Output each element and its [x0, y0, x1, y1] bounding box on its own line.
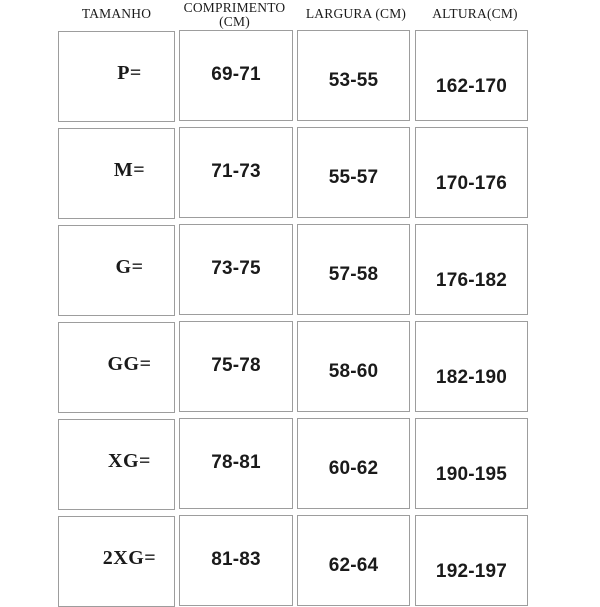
measurement-value-largura: 55-57	[328, 167, 379, 188]
measurement-cell-comprimento: 81-83	[179, 515, 293, 606]
size-label-text: XG=	[108, 450, 151, 472]
size-label-cell: M=	[58, 128, 175, 219]
measurement-value-comprimento: 75-78	[211, 355, 261, 376]
measurement-value-largura: 62-64	[328, 555, 379, 576]
size-label-text: G=	[115, 256, 144, 278]
size-label-text: 2XG=	[102, 547, 157, 569]
column-header-altura: ALTURA(CM)	[432, 6, 518, 21]
measurement-cell-comprimento: 71-73	[179, 127, 293, 218]
measurement-value-comprimento: 73-75	[211, 258, 261, 279]
measurement-cell-altura: 192-197	[415, 515, 528, 606]
measurement-value-altura: 190-195	[435, 464, 508, 485]
measurement-cell-altura: 176-182	[415, 224, 528, 315]
measurement-value-largura: 57-58	[328, 264, 379, 285]
size-label-text: P=	[117, 62, 142, 84]
measurement-cell-comprimento: 69-71	[179, 30, 293, 121]
size-label-text: GG=	[107, 353, 152, 375]
measurement-value-comprimento: 81-83	[211, 549, 261, 570]
size-label-cell: 2XG=	[58, 516, 175, 607]
size-label-text: M=	[113, 159, 146, 181]
column-header-comprimento: COMPRIMENTO (CM)	[183, 0, 286, 29]
size-label-cell: XG=	[58, 419, 175, 510]
measurement-cell-largura: 55-57	[297, 127, 410, 218]
measurement-value-altura: 176-182	[435, 270, 508, 291]
measurement-value-largura: 53-55	[328, 70, 379, 91]
measurement-cell-largura: 58-60	[297, 321, 410, 412]
measurement-value-comprimento: 69-71	[211, 64, 261, 85]
measurement-cell-altura: 182-190	[415, 321, 528, 412]
measurement-value-altura: 182-190	[435, 367, 508, 388]
measurement-cell-altura: 162-170	[415, 30, 528, 121]
measurement-value-comprimento: 71-73	[211, 161, 261, 182]
measurement-value-largura: 58-60	[328, 361, 379, 382]
measurement-value-altura: 192-197	[435, 561, 508, 582]
measurement-cell-largura: 62-64	[297, 515, 410, 606]
measurement-value-altura: 170-176	[435, 173, 508, 194]
measurement-cell-comprimento: 78-81	[179, 418, 293, 509]
measurement-cell-altura: 190-195	[415, 418, 528, 509]
column-header-tamanho: TAMANHO	[81, 6, 152, 21]
measurement-cell-largura: 60-62	[297, 418, 410, 509]
measurement-cell-largura: 57-58	[297, 224, 410, 315]
column-header-largura: LARGURA (CM)	[305, 6, 407, 21]
size-label-cell: P=	[58, 31, 175, 122]
measurement-value-altura: 162-170	[435, 76, 508, 97]
measurement-value-largura: 60-62	[328, 458, 379, 479]
size-label-cell: G=	[58, 225, 175, 316]
measurement-cell-largura: 53-55	[297, 30, 410, 121]
measurement-value-comprimento: 78-81	[211, 452, 261, 473]
measurement-cell-comprimento: 75-78	[179, 321, 293, 412]
measurement-cell-altura: 170-176	[415, 127, 528, 218]
size-label-cell: GG=	[58, 322, 175, 413]
measurement-cell-comprimento: 73-75	[179, 224, 293, 315]
